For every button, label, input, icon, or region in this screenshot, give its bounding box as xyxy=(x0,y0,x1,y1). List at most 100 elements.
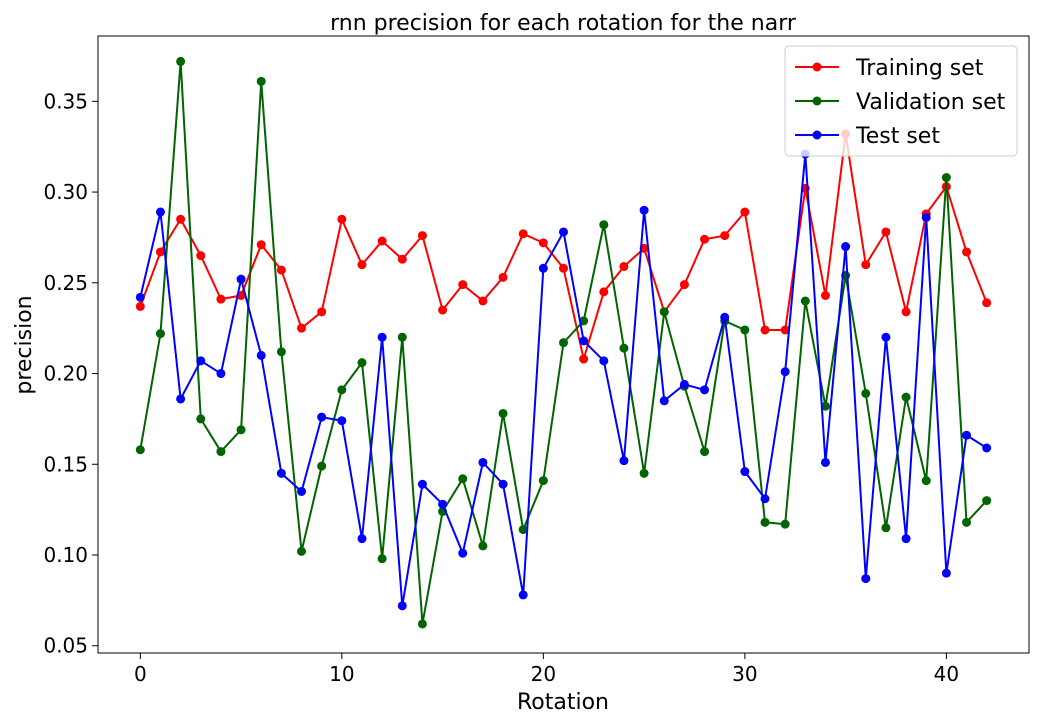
data-point xyxy=(962,517,972,527)
data-point xyxy=(276,265,286,275)
data-point xyxy=(901,307,911,317)
data-point xyxy=(599,287,609,297)
data-point xyxy=(962,430,972,440)
data-point xyxy=(216,369,226,379)
data-point xyxy=(297,323,307,333)
data-point xyxy=(297,486,307,496)
data-point xyxy=(438,305,448,315)
data-point xyxy=(538,263,548,273)
data-point xyxy=(337,385,347,395)
data-point xyxy=(820,401,830,411)
legend-label: Training set xyxy=(855,56,984,81)
data-point xyxy=(417,479,427,489)
data-point xyxy=(357,260,367,270)
data-point xyxy=(599,356,609,366)
data-point xyxy=(982,298,992,308)
legend-entry-validation-set: Validation set xyxy=(795,90,1006,115)
x-tick-label: 20 xyxy=(531,662,556,686)
legend-swatch-marker xyxy=(812,130,822,140)
legend-box xyxy=(784,45,1018,157)
data-point xyxy=(619,456,629,466)
plot-frame xyxy=(97,35,1030,654)
series-layer xyxy=(135,56,992,629)
data-point xyxy=(599,220,609,230)
data-point xyxy=(982,443,992,453)
data-point xyxy=(921,476,931,486)
data-point xyxy=(337,416,347,426)
data-point xyxy=(559,263,568,273)
data-point xyxy=(579,316,589,326)
data-point xyxy=(196,414,206,424)
data-point xyxy=(155,329,165,339)
data-point xyxy=(861,260,871,270)
data-point xyxy=(760,494,770,504)
x-tick-label: 30 xyxy=(732,662,757,686)
data-point xyxy=(760,517,770,527)
data-point xyxy=(619,261,629,271)
data-point xyxy=(760,325,770,335)
data-point xyxy=(659,396,669,406)
data-point xyxy=(518,229,528,239)
data-point xyxy=(639,468,649,478)
legend: Training set Validation set Test set xyxy=(784,45,1018,157)
data-point xyxy=(155,207,165,217)
data-point xyxy=(639,205,649,215)
data-point xyxy=(337,214,347,224)
data-point xyxy=(377,554,387,564)
legend-entry-test-set: Test set xyxy=(795,124,940,149)
data-point xyxy=(780,325,790,335)
y-tick-label: 0.15 xyxy=(43,452,88,476)
data-point xyxy=(458,548,468,558)
data-point xyxy=(941,568,951,578)
data-point xyxy=(276,468,286,478)
x-tick-label: 0 xyxy=(134,662,147,686)
data-point xyxy=(458,280,468,290)
data-point xyxy=(256,350,266,360)
data-point xyxy=(317,307,327,317)
data-point xyxy=(538,238,548,248)
data-point xyxy=(176,214,186,224)
data-point xyxy=(740,207,750,217)
legend-entry-training-set: Training set xyxy=(795,56,984,81)
legend-swatch-marker xyxy=(812,62,822,72)
data-point xyxy=(962,247,972,257)
data-point xyxy=(176,394,186,404)
data-point xyxy=(256,76,266,86)
data-point xyxy=(941,173,951,183)
legend-label: Test set xyxy=(855,124,940,149)
data-point xyxy=(458,474,468,484)
data-point xyxy=(236,274,246,284)
data-point xyxy=(579,336,589,346)
data-point xyxy=(498,408,508,418)
data-point xyxy=(921,212,931,222)
data-point xyxy=(397,601,407,611)
data-point xyxy=(720,312,730,322)
data-point xyxy=(478,296,488,306)
data-point xyxy=(740,467,750,477)
y-tick-label: 0.35 xyxy=(43,89,88,113)
data-point xyxy=(216,447,226,457)
data-point xyxy=(357,358,367,368)
data-point xyxy=(397,254,407,264)
data-point xyxy=(720,231,730,241)
series-validation-set xyxy=(135,56,992,629)
data-point xyxy=(397,332,407,342)
data-point xyxy=(518,590,528,600)
y-axis: 0.05 0.10 0.15 0.20 0.25 0.30 0.35 xyxy=(43,89,98,658)
data-point xyxy=(135,301,145,311)
data-point xyxy=(256,240,266,250)
data-point xyxy=(841,242,851,252)
data-point xyxy=(800,296,810,306)
data-point xyxy=(216,294,226,304)
data-point xyxy=(579,354,589,364)
data-point xyxy=(982,496,992,506)
data-point xyxy=(357,534,367,544)
data-point xyxy=(861,388,871,398)
data-point xyxy=(417,231,427,241)
data-point xyxy=(196,251,206,261)
data-point xyxy=(780,519,790,529)
chart-title: rnn precision for each rotation for the … xyxy=(330,11,797,36)
data-point xyxy=(659,307,669,317)
